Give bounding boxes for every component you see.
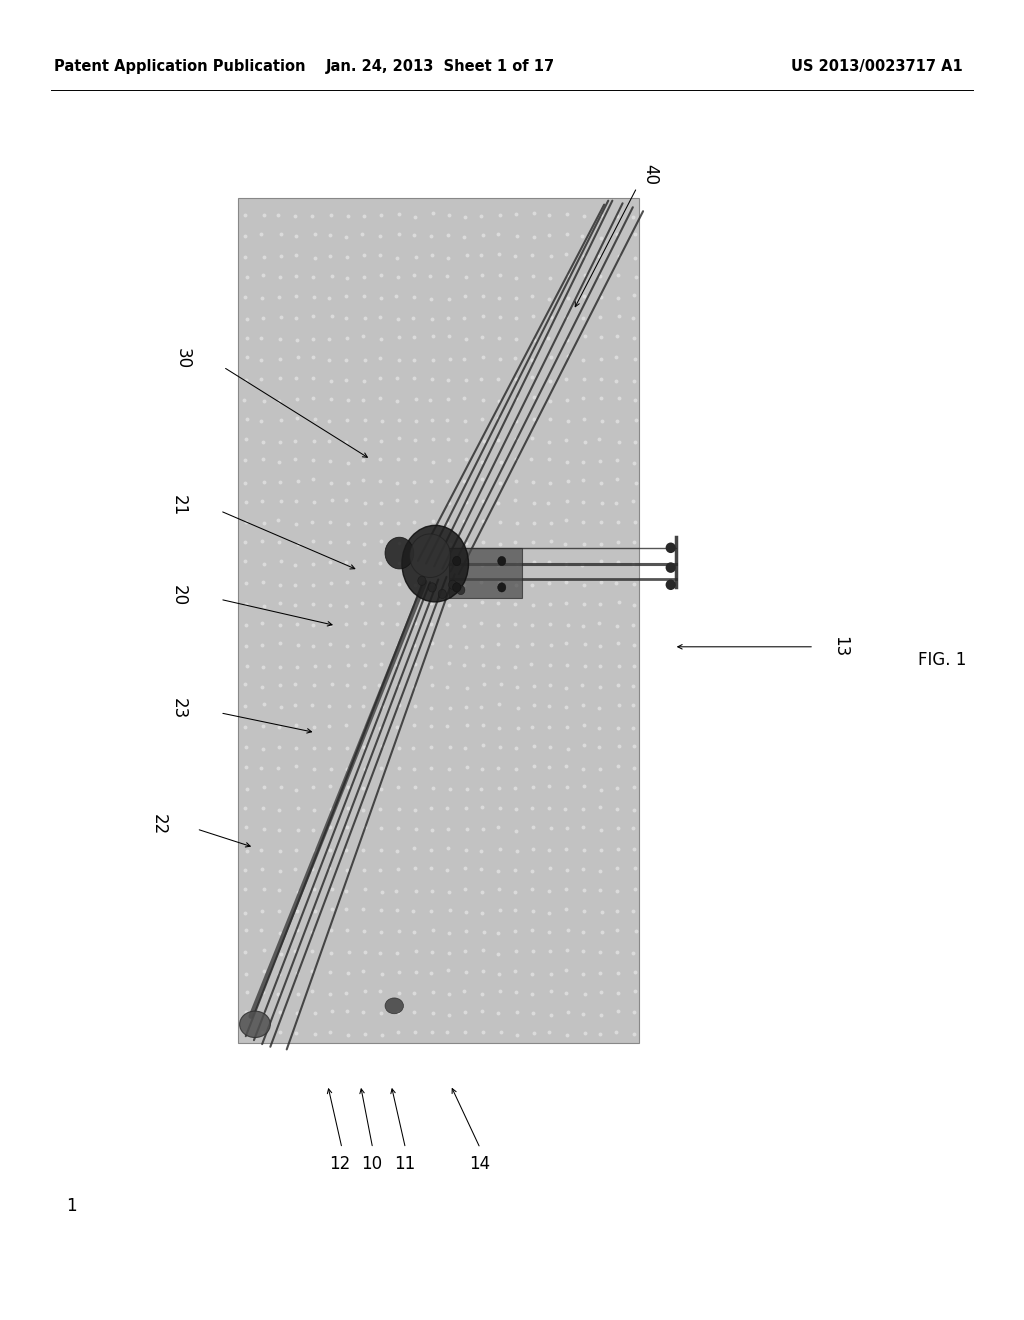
Ellipse shape <box>428 583 436 593</box>
Text: 23: 23 <box>170 698 188 719</box>
Ellipse shape <box>666 579 676 590</box>
Text: 10: 10 <box>361 1155 382 1173</box>
Ellipse shape <box>438 590 446 599</box>
Text: 14: 14 <box>469 1155 489 1173</box>
Text: 20: 20 <box>170 585 188 606</box>
Text: 22: 22 <box>150 814 168 836</box>
Bar <box>238 198 639 1043</box>
Text: 12: 12 <box>330 1155 350 1173</box>
Ellipse shape <box>418 576 426 586</box>
Text: 40: 40 <box>641 164 659 185</box>
Text: 21: 21 <box>170 495 188 516</box>
Ellipse shape <box>666 543 676 553</box>
Ellipse shape <box>498 557 506 566</box>
Text: 13: 13 <box>830 636 849 657</box>
Text: 11: 11 <box>394 1155 415 1173</box>
Ellipse shape <box>498 583 506 593</box>
Ellipse shape <box>401 525 469 602</box>
Ellipse shape <box>385 998 403 1014</box>
Ellipse shape <box>410 535 451 578</box>
Ellipse shape <box>240 1011 270 1038</box>
Ellipse shape <box>385 537 414 569</box>
Ellipse shape <box>453 583 461 593</box>
Text: FIG. 1: FIG. 1 <box>918 651 967 669</box>
Ellipse shape <box>449 581 457 590</box>
Ellipse shape <box>457 586 465 594</box>
Text: US 2013/0023717 A1: US 2013/0023717 A1 <box>791 58 963 74</box>
Ellipse shape <box>453 557 461 566</box>
Bar <box>449 548 522 598</box>
Ellipse shape <box>666 562 676 573</box>
Text: 30: 30 <box>173 348 191 370</box>
Text: Patent Application Publication: Patent Application Publication <box>54 58 306 74</box>
Text: Jan. 24, 2013  Sheet 1 of 17: Jan. 24, 2013 Sheet 1 of 17 <box>326 58 555 74</box>
Text: 1: 1 <box>67 1197 77 1216</box>
